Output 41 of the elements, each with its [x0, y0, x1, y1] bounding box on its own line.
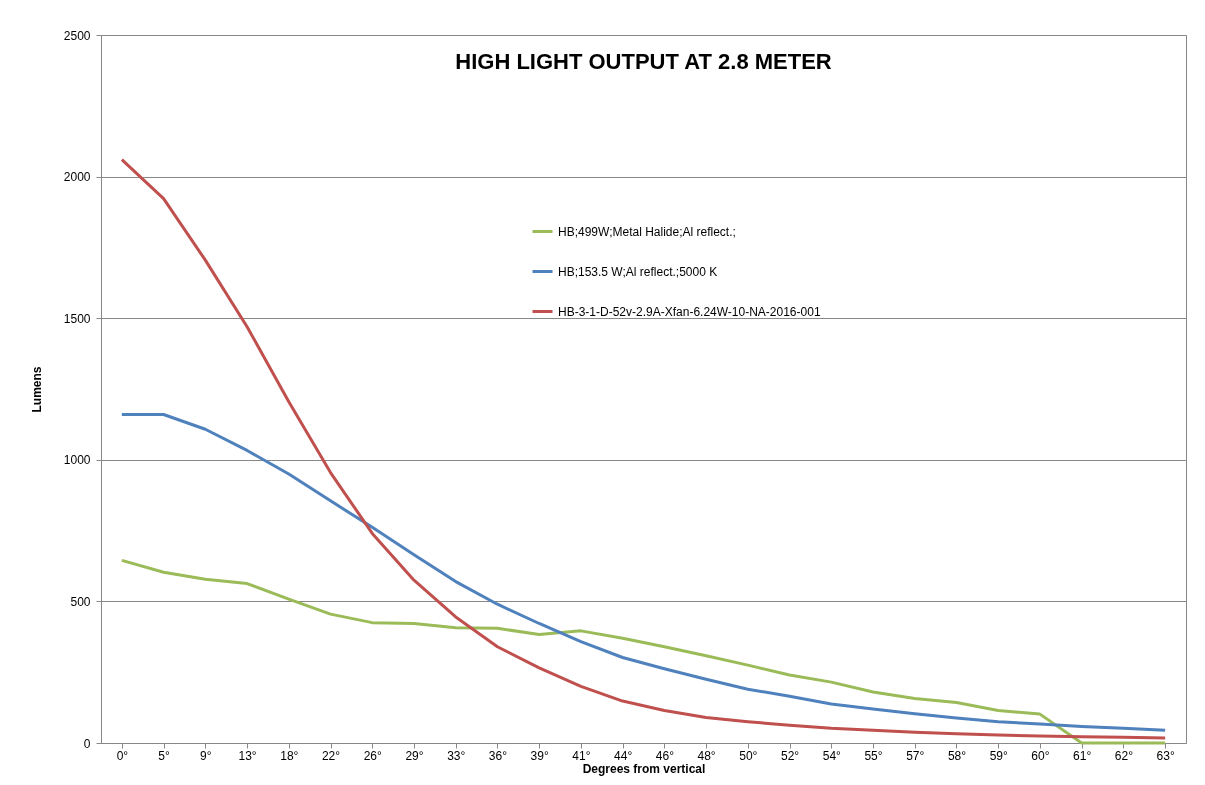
legend-label: HB;153.5 W;Al reflect.;5000 K [558, 264, 718, 279]
y-tick-label: 2000 [63, 170, 91, 185]
x-tick-label: 5° [158, 748, 171, 763]
x-tick-label: 18° [280, 748, 299, 763]
text: HIGH LIGHT OUTPUT AT 2.8 METER [455, 49, 832, 74]
x-tick-label: 33° [447, 748, 466, 763]
x-tick-label: 58° [947, 748, 967, 763]
line-series [120, 158, 1167, 740]
x-tick-label: 13° [238, 748, 257, 763]
x-tick-label: 50° [739, 748, 758, 763]
y-tick-label: 0 [83, 736, 91, 751]
y-axis-title: Lumens [29, 366, 44, 413]
x-tick-label: 55° [864, 748, 883, 763]
x-tick-label: 62° [1114, 748, 1134, 763]
line-series [120, 412, 1167, 732]
x-tick-label: 48° [697, 748, 716, 763]
x-tick-label: 54° [822, 748, 842, 763]
x-tick-label: 41° [572, 748, 591, 763]
x-axis-title: Degrees from vertical [582, 761, 706, 776]
x-tick-label: 61° [1073, 748, 1092, 763]
x-tick-label: 0° [116, 748, 129, 763]
legend-label: HB-3-1-D-52v-2.9A-Xfan-6.24W-10-NA-2016-001 [558, 304, 821, 319]
y-tick-label: 1000 [63, 453, 91, 468]
y-tick-label: 500 [70, 594, 91, 609]
x-tick-label: 36° [488, 748, 508, 763]
x-tick-label: 9° [200, 748, 212, 763]
x-tick-label: 26° [363, 748, 383, 763]
y-tick-label: 2500 [63, 28, 91, 43]
x-tick-label: 63° [1156, 748, 1175, 763]
x-tick-label: 44° [614, 748, 633, 763]
x-tick-label: 57° [906, 748, 925, 763]
line-series [120, 558, 1167, 745]
y-tick-label: 1500 [63, 311, 91, 326]
x-tick-label: 60° [1031, 748, 1050, 763]
x-tick-label: 29° [405, 748, 424, 763]
x-tick-label: 46° [655, 748, 675, 763]
legend-label: HB;499W;Metal Halide;Al reflect.; [558, 224, 736, 239]
x-tick-label: 22° [321, 748, 341, 763]
x-tick-label: 39° [530, 748, 549, 763]
x-tick-label: 52° [780, 748, 800, 763]
x-tick-label: 59° [989, 748, 1008, 763]
